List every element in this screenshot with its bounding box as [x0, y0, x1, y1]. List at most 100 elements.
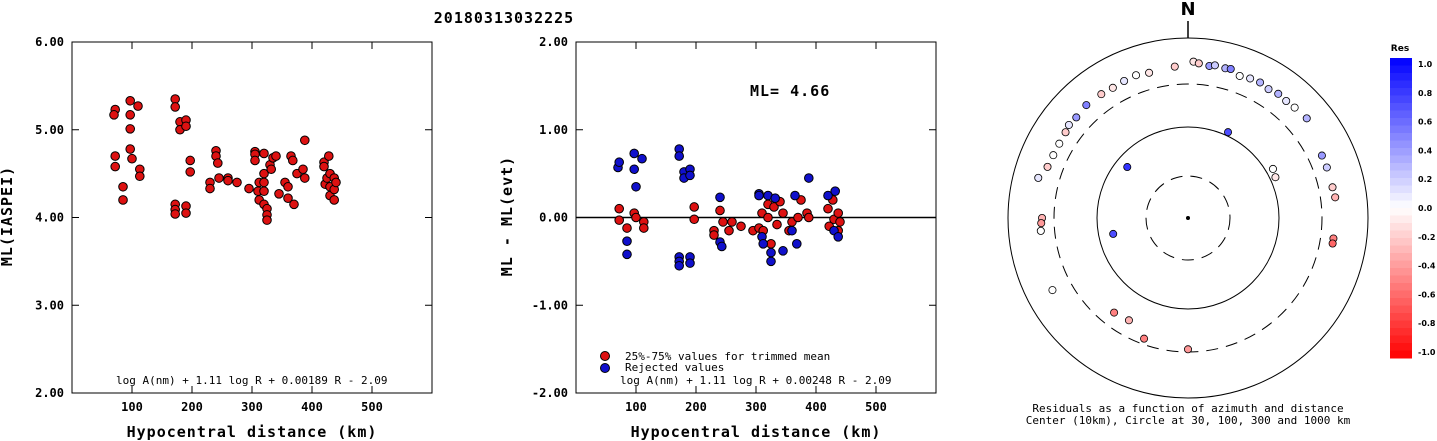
data-point [674, 151, 685, 161]
data-point [766, 256, 776, 267]
legend-blue-label: Rejected values [625, 361, 724, 374]
x-axis-label-mid: Hypocentral distance (km) [631, 423, 882, 441]
data-point [181, 121, 191, 132]
data-point [259, 186, 269, 196]
colorbar-segment [1390, 58, 1412, 66]
colorbar-segment [1390, 110, 1412, 119]
data-point [724, 225, 734, 236]
station-marker [1331, 193, 1340, 202]
data-point [823, 203, 833, 214]
data-point [289, 199, 299, 210]
circle-100km [1096, 126, 1280, 310]
data-point [110, 161, 120, 172]
y-axis-label-mid: ML - ML(evt) [498, 156, 516, 276]
legend-red-label: 25%-75% values for trimmed mean [625, 350, 830, 363]
colorbar-segment [1390, 283, 1412, 291]
station-marker [1328, 239, 1337, 248]
y-tick-label: 4.00 [35, 211, 64, 225]
data-point [833, 232, 844, 242]
center-dot [1186, 216, 1190, 220]
x-ticks-left: 100 200 300 400 500 [121, 42, 383, 414]
station-marker [1302, 114, 1311, 123]
data-point [804, 173, 814, 183]
colorbar-segment [1390, 223, 1412, 231]
x-tick-label: 200 [685, 400, 707, 414]
station-marker [1224, 128, 1233, 137]
station-marker [1072, 113, 1081, 122]
x-tick-label: 300 [241, 400, 263, 414]
data-point [709, 230, 719, 240]
colorbar-segment [1390, 260, 1412, 269]
colorbar-tick-label: 0.4 [1418, 146, 1433, 155]
colorbar-tick-label: 1.0 [1418, 60, 1433, 69]
formula-left: log A(nm) + 1.11 log R + 0.00189 R - 2.0… [116, 374, 388, 387]
formula-mid: log A(nm) + 1.11 log R + 0.00248 R - 2.0… [620, 374, 892, 387]
x-tick-label: 400 [301, 400, 323, 414]
legend-blue-marker [600, 363, 610, 373]
colorbar-segment [1390, 133, 1412, 141]
data-point [715, 205, 725, 216]
data-point [823, 190, 833, 201]
panel-ml-iaspei: 2.00 3.00 4.00 5.00 6.00 100 200 300 400 500 ML(… [0, 35, 433, 441]
colorbar-segment [1390, 178, 1412, 186]
station-marker [1036, 226, 1045, 235]
x-tick-label: 400 [805, 400, 827, 414]
points-mid [613, 144, 845, 271]
colorbar-segment [1390, 73, 1412, 81]
y-tick-label: 5.00 [35, 123, 64, 137]
data-point [754, 190, 764, 201]
colorbar-segment [1390, 170, 1412, 179]
x-tick-label: 200 [181, 400, 203, 414]
data-point [266, 164, 277, 175]
data-point [778, 208, 788, 218]
colorbar-segment [1390, 140, 1412, 149]
polar-caption-2: Center (10km), Circle at 30, 100, 300 an… [1026, 414, 1351, 427]
data-point [232, 177, 242, 188]
data-point [271, 151, 281, 161]
station-marker [1037, 219, 1046, 228]
station-marker [1322, 163, 1331, 172]
station-marker [1061, 128, 1070, 137]
station-marker [1049, 151, 1058, 160]
data-point [262, 215, 272, 225]
data-point [250, 155, 260, 166]
colorbar-segment [1390, 155, 1412, 164]
colorbar-segment [1390, 103, 1412, 111]
x-tick-label: 500 [361, 400, 383, 414]
station-marker [1120, 77, 1129, 86]
colorbar-tick-label: -0.4 [1418, 262, 1436, 271]
station-marker [1264, 85, 1273, 94]
data-point [790, 190, 800, 201]
data-point [283, 181, 293, 192]
y-tick-label: -2.00 [532, 386, 568, 400]
data-point [689, 202, 700, 212]
data-point [118, 181, 128, 192]
station-marker [1140, 334, 1149, 343]
data-point [718, 217, 728, 227]
colorbar-segment [1390, 350, 1412, 359]
y-tick-label: 6.00 [35, 35, 64, 49]
colorbar-segment [1390, 215, 1412, 224]
data-point [125, 110, 135, 120]
colorbar-segment [1390, 335, 1412, 344]
data-point [244, 183, 254, 194]
data-point [274, 189, 284, 199]
data-point [135, 171, 145, 182]
data-point [205, 183, 215, 194]
data-point [214, 173, 224, 183]
station-marker [1194, 59, 1203, 68]
colorbar-title: Res [1391, 44, 1409, 54]
station-marker [1170, 62, 1179, 71]
station-marker [1317, 151, 1326, 160]
data-point [715, 192, 725, 203]
colorbar-segment [1390, 328, 1412, 336]
data-point [835, 217, 845, 227]
data-point [127, 153, 137, 164]
colorbar-segment [1390, 275, 1412, 284]
station-marker [1124, 316, 1133, 325]
colorbar-segment [1390, 193, 1412, 201]
colorbar-segment [1390, 268, 1412, 276]
station-marker [1210, 61, 1219, 70]
station-marker [1145, 68, 1154, 77]
station-marker [1043, 162, 1052, 171]
